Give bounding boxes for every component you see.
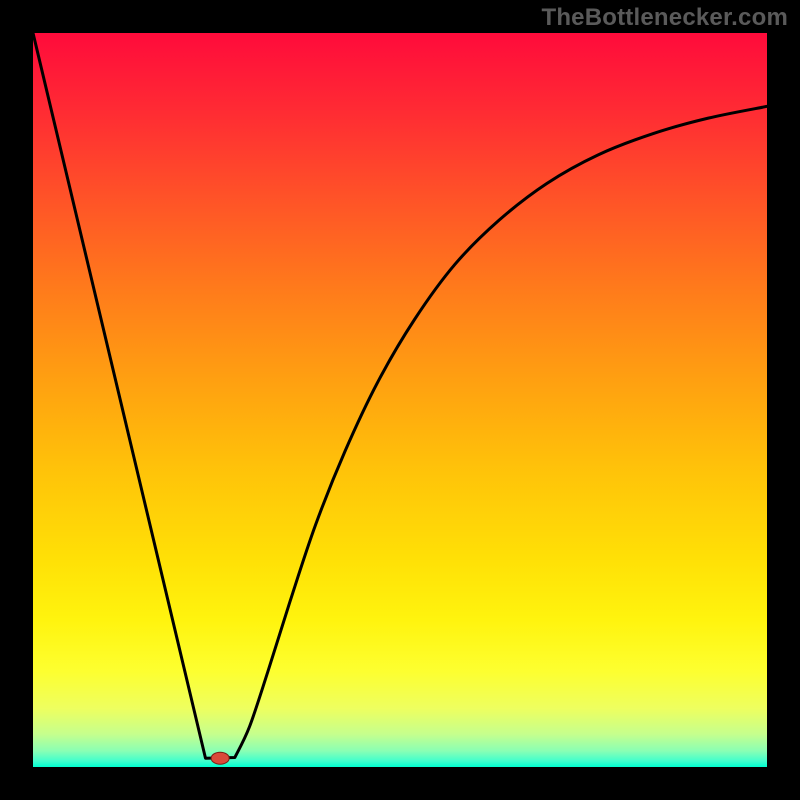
gradient-background	[33, 33, 767, 767]
chart-svg	[33, 33, 767, 767]
plot-area	[33, 33, 767, 767]
optimal-marker	[211, 752, 229, 764]
chart-frame: TheBottlenecker.com	[0, 0, 800, 800]
watermark-text: TheBottlenecker.com	[541, 4, 788, 32]
